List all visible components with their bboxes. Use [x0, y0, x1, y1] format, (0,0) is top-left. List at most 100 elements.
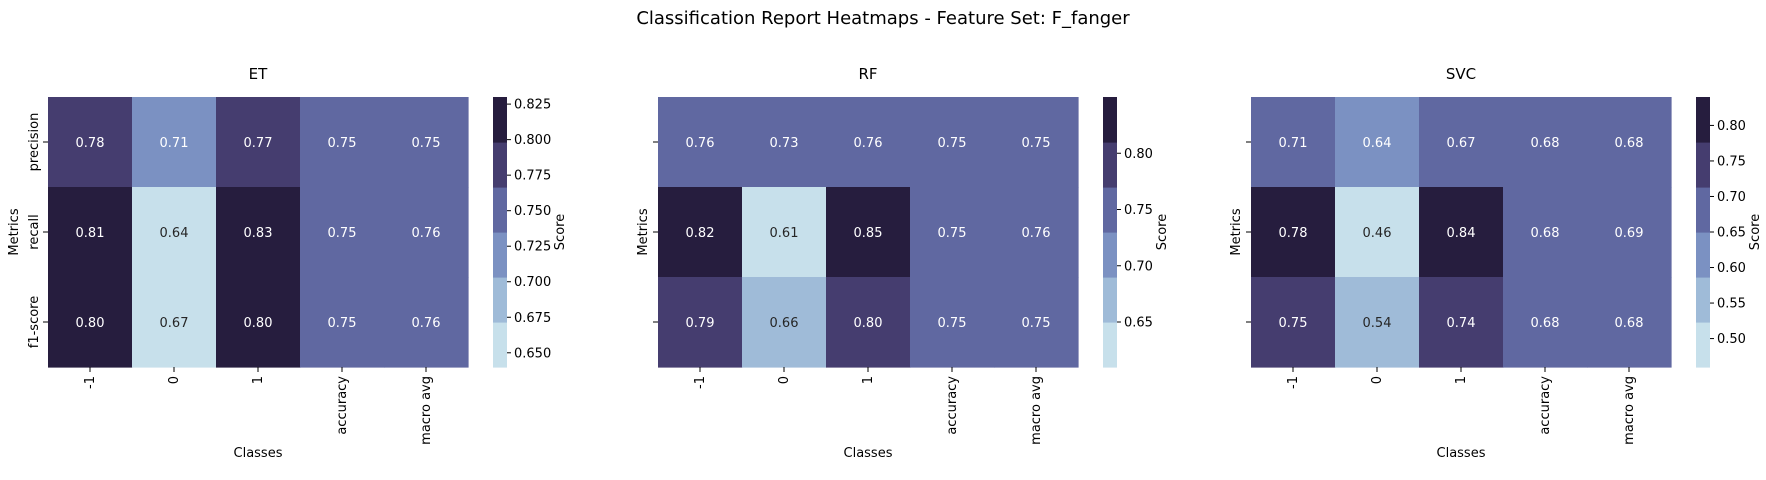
heatmap-cell	[658, 97, 743, 188]
colorbar-segment	[493, 142, 507, 188]
y-tick-label: f1-score	[27, 296, 42, 348]
y-tick-label: precision	[27, 113, 42, 172]
cell-value-label: 0.46	[1363, 226, 1392, 241]
x-tick-label: 0	[167, 376, 182, 384]
heatmap-cell	[132, 97, 217, 188]
colorbar-segment	[1696, 322, 1710, 368]
cell-value-label: 0.81	[76, 226, 105, 241]
x-axis-label: Classes	[1437, 446, 1486, 461]
colorbar-segment	[1103, 187, 1117, 233]
colorbar-segment	[1103, 232, 1117, 278]
colorbar-segment	[1696, 232, 1710, 278]
cell-value-label: 0.82	[686, 226, 715, 241]
cell-value-label: 0.67	[1447, 136, 1476, 151]
colorbar-tick-label: 0.700	[514, 275, 551, 290]
colorbar-label: Score	[1748, 214, 1763, 250]
colorbar-label: Score	[1155, 214, 1170, 250]
cell-value-label: 0.80	[76, 316, 105, 331]
colorbar-segment	[493, 97, 507, 143]
cell-value-label: 0.61	[770, 226, 799, 241]
colorbar-segment	[493, 322, 507, 368]
x-tick-label: 1	[861, 376, 876, 384]
cell-value-label: 0.64	[1363, 136, 1392, 151]
heatmap-cell	[216, 277, 301, 368]
y-tick-label: recall	[27, 214, 42, 249]
colorbar-tick-label: 0.65	[1717, 226, 1746, 241]
colorbar-tick-label: 0.70	[1717, 190, 1746, 205]
heatmap-cell	[742, 97, 827, 188]
cell-value-label: 0.76	[1022, 226, 1051, 241]
heatmap-cell	[48, 187, 133, 278]
colorbar-tick-label: 0.725	[514, 240, 551, 255]
heatmap-cell	[384, 277, 469, 368]
x-tick-label: accuracy	[335, 376, 350, 435]
cell-value-label: 0.68	[1531, 316, 1560, 331]
cell-value-label: 0.71	[160, 136, 189, 151]
cell-value-label: 0.75	[1022, 136, 1051, 151]
colorbar-tick-label: 0.60	[1717, 261, 1746, 276]
cell-value-label: 0.75	[1022, 316, 1051, 331]
heatmap-rf: RF0.76 0.73 0.76 0.75 0.750.82 0.61 0.85 0.75 0.…	[636, 65, 1170, 461]
colorbar-segment	[1103, 322, 1117, 368]
x-tick-label: -1	[1286, 376, 1301, 389]
colorbar-segment	[493, 232, 507, 278]
cell-value-label: 0.64	[160, 226, 189, 241]
colorbar-segment	[1696, 277, 1710, 323]
heatmap-cell	[216, 97, 301, 188]
colorbar-segment	[1696, 97, 1710, 143]
cell-value-label: 0.83	[244, 226, 273, 241]
cell-value-label: 0.66	[770, 316, 799, 331]
colorbar-label: Score	[553, 214, 568, 250]
heatmap-et: ET 0.78 0.71 0.77 0.75 0.75 0.81 0.64 0.83 0.75 0.…	[7, 65, 568, 461]
cell-value-label: 0.68	[1615, 316, 1644, 331]
heatmap-cell	[910, 97, 995, 188]
x-tick-label: macro avg	[419, 376, 434, 445]
heatmap-cell	[994, 277, 1079, 368]
panel-title: SVC	[1446, 65, 1476, 83]
cell-value-label: 0.80	[244, 316, 273, 331]
heatmap-cell	[742, 277, 827, 368]
cell-value-label: 0.75	[412, 136, 441, 151]
colorbar-tick-label: 0.80	[1717, 119, 1746, 134]
colorbar-tick-label: 0.75	[1717, 154, 1746, 169]
heatmap-cell	[1503, 277, 1588, 368]
cell-value-label: 0.74	[1447, 316, 1476, 331]
heatmap-cell	[300, 97, 385, 188]
cell-value-label: 0.75	[938, 316, 967, 331]
colorbar-segment	[1696, 187, 1710, 233]
figure-title: Classification Report Heatmaps - Feature…	[636, 8, 1130, 29]
heatmap-cell	[1587, 97, 1672, 188]
heatmap-cell	[384, 187, 469, 278]
colorbar: 0.65 0.70 0.75 0.80 Score	[1103, 97, 1170, 368]
heatmap-cell	[1587, 277, 1672, 368]
cell-value-label: 0.75	[328, 316, 357, 331]
heatmap-cell	[1251, 277, 1336, 368]
cell-value-label: 0.75	[938, 136, 967, 151]
heatmap-cell	[48, 277, 133, 368]
heatmap-cell	[1335, 187, 1420, 278]
cell-value-label: 0.76	[686, 136, 715, 151]
colorbar-tick-label: 0.800	[514, 133, 551, 148]
y-axis-label: Metrics	[1229, 208, 1244, 255]
heatmap-cell	[826, 187, 911, 278]
cell-value-label: 0.68	[1615, 136, 1644, 151]
colorbar-segment	[1103, 97, 1117, 143]
heatmap-cell	[1335, 97, 1420, 188]
heatmap-cell	[826, 97, 911, 188]
x-tick-label: 0	[1370, 376, 1385, 384]
heatmap-cell	[1419, 187, 1504, 278]
colorbar-tick-label: 0.75	[1124, 203, 1153, 218]
cell-value-label: 0.80	[854, 316, 883, 331]
colorbar-segment	[1103, 277, 1117, 323]
heatmap-cell	[742, 187, 827, 278]
heatmap-cell	[300, 187, 385, 278]
x-tick-label: -1	[83, 376, 98, 389]
heatmap-cell	[994, 97, 1079, 188]
x-axis-label: Classes	[234, 446, 283, 461]
colorbar-tick-label: 0.70	[1124, 259, 1153, 274]
colorbar-segment	[493, 187, 507, 233]
cell-value-label: 0.68	[1531, 226, 1560, 241]
heatmap-panels: ET0.78 0.71 0.77 0.75 0.750.81 0.64 0.83 0.75 0.…	[7, 65, 1763, 461]
heatmap-cell	[1251, 97, 1336, 188]
